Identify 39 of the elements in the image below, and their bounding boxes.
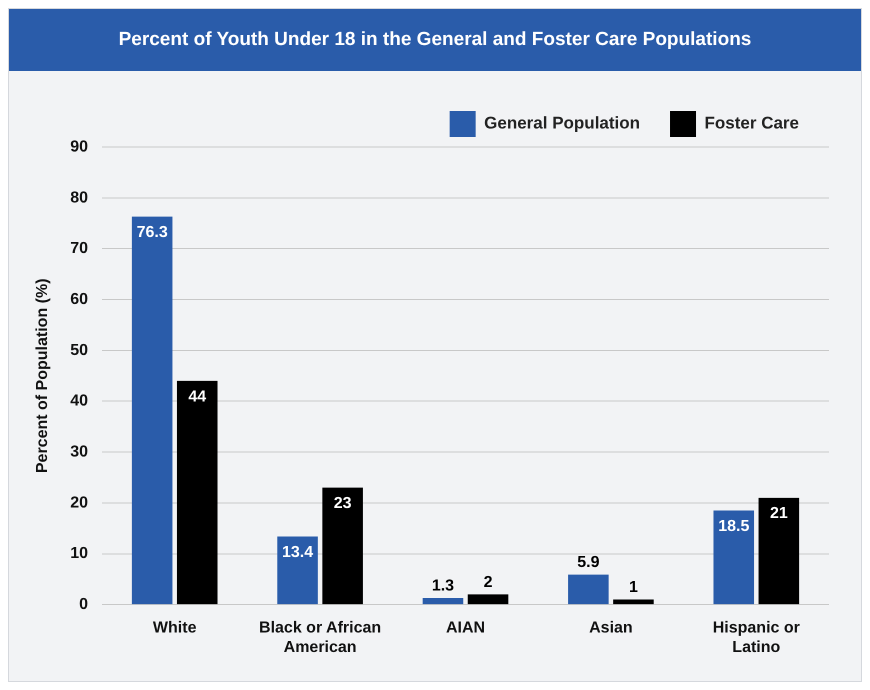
bar bbox=[322, 488, 363, 604]
y-tick-label: 90 bbox=[70, 138, 88, 156]
y-tick-label: 0 bbox=[79, 596, 88, 614]
data-label: 23 bbox=[334, 495, 352, 512]
data-label: 2 bbox=[484, 574, 493, 591]
data-label: 21 bbox=[770, 505, 788, 522]
bar bbox=[176, 380, 218, 604]
chart-title: Percent of Youth Under 18 in the General and Foster Care Populations bbox=[9, 9, 861, 71]
x-tick-label: Black or African American bbox=[259, 620, 382, 656]
y-tick-label: 50 bbox=[70, 342, 88, 359]
bar bbox=[422, 598, 464, 604]
x-tick-label: Hispanic or Latino bbox=[712, 620, 800, 656]
legend-label: Foster Care bbox=[704, 114, 800, 133]
data-label: 1 bbox=[628, 578, 638, 596]
data-label: 1.3 bbox=[432, 577, 454, 594]
legend-label: General Population bbox=[484, 114, 640, 133]
x-tick-label: Asian bbox=[589, 620, 633, 637]
y-tick-label: 60 bbox=[70, 290, 88, 308]
y-tick-label: 70 bbox=[70, 240, 88, 258]
bar bbox=[758, 498, 800, 604]
data-label: 13.4 bbox=[282, 544, 314, 561]
data-label: 76.3 bbox=[136, 224, 168, 242]
y-tick-label: 20 bbox=[70, 494, 88, 512]
y-axis-title: Percent of Population (%) bbox=[34, 278, 52, 474]
y-tick-label: 30 bbox=[70, 443, 88, 460]
bar bbox=[277, 536, 318, 604]
bar bbox=[613, 600, 654, 604]
data-label: 44 bbox=[188, 388, 206, 406]
x-tick-label: AIAN bbox=[446, 620, 486, 637]
y-tick-label: 40 bbox=[70, 392, 88, 410]
y-tick-label: 10 bbox=[70, 545, 88, 562]
bar bbox=[568, 574, 609, 604]
data-label: 18.5 bbox=[718, 518, 750, 535]
bar bbox=[713, 510, 754, 604]
x-tick-label: White bbox=[152, 620, 197, 637]
bar bbox=[468, 594, 508, 604]
bar bbox=[132, 216, 172, 604]
y-tick-label: 80 bbox=[70, 189, 88, 206]
data-label: 5.9 bbox=[577, 554, 600, 572]
